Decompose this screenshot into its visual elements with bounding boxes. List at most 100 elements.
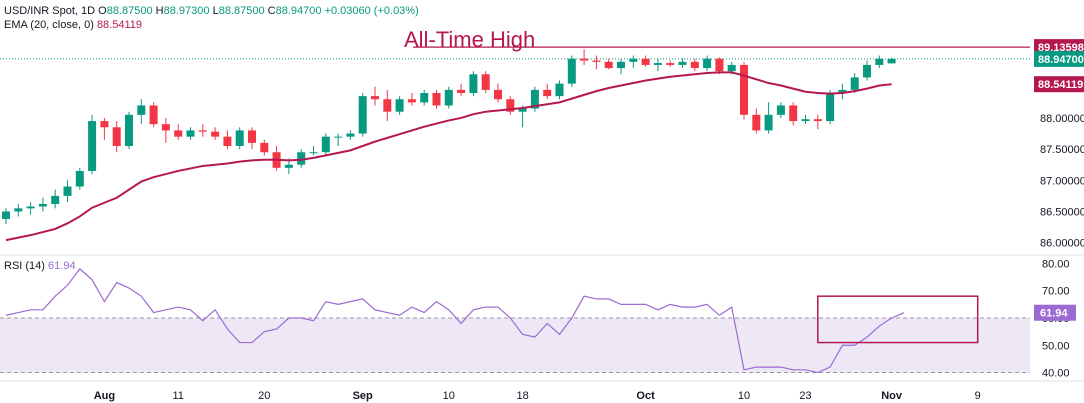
candle-body xyxy=(161,124,170,131)
rsi-axis-tick: 80.00 xyxy=(1042,258,1070,270)
rsi-line xyxy=(5,268,905,374)
candle-body xyxy=(358,96,367,134)
candle-body xyxy=(875,58,884,65)
rsi-legend: RSI (14) 61.94 xyxy=(4,259,76,273)
candle-body xyxy=(395,99,404,112)
candle-body xyxy=(518,108,527,112)
candle-body xyxy=(198,130,207,132)
candle-body xyxy=(309,152,318,154)
rsi-value-tag xyxy=(1034,304,1076,321)
candle-body xyxy=(813,119,822,122)
candle-body xyxy=(407,99,416,103)
open-value: 88.87500 xyxy=(106,5,153,17)
low-value: 88.87500 xyxy=(218,5,265,17)
candle-body xyxy=(174,130,183,137)
candle-body xyxy=(469,74,478,93)
candle-body xyxy=(211,131,220,137)
candle-body xyxy=(100,121,109,128)
candle-body xyxy=(457,89,466,93)
time-axis-tick: 18 xyxy=(516,390,528,402)
candle-body xyxy=(776,105,785,115)
candle-body xyxy=(653,63,662,65)
candle-body xyxy=(506,99,515,112)
candle-body xyxy=(604,61,613,69)
candle-body xyxy=(444,89,453,106)
candle-body xyxy=(678,61,687,65)
rsi-axis-tick: 50.00 xyxy=(1042,340,1070,352)
candle-body xyxy=(51,195,60,204)
candle-body xyxy=(334,136,343,138)
time-axis-tick: Nov xyxy=(881,390,903,402)
open-label: O xyxy=(98,5,107,17)
candle-body xyxy=(887,58,896,64)
candle-body xyxy=(321,136,330,153)
low-label: L xyxy=(212,5,219,17)
symbol-name: USD/INR Spot, 1D xyxy=(4,5,96,17)
all-time-high-annotation: All-Time High xyxy=(404,27,536,52)
time-axis-tick: Oct xyxy=(636,390,655,402)
time-axis-tick: 23 xyxy=(799,390,811,402)
ema-legend-value: 88.54119 xyxy=(96,19,143,31)
candle-body xyxy=(580,58,589,61)
candle-body xyxy=(38,203,47,207)
ema-legend: EMA (20, close, 0) 88.54119 xyxy=(4,18,142,32)
candle-body xyxy=(420,93,429,103)
price-axis-tick: 87.00000 xyxy=(1040,175,1084,187)
candle-body xyxy=(543,89,552,97)
time-axis-tick: 10 xyxy=(443,390,455,402)
candle-body xyxy=(88,121,97,171)
candle-body xyxy=(567,58,576,84)
candle-body xyxy=(125,114,133,146)
candle-body xyxy=(432,93,441,106)
price-axis-tick: 88.00000 xyxy=(1040,113,1084,125)
candle-body xyxy=(801,119,810,122)
time-axis-tick: Aug xyxy=(94,390,115,402)
ema-line xyxy=(5,71,892,242)
candle-body xyxy=(14,208,23,212)
candle-body xyxy=(789,105,798,122)
price-axis-tick: 86.00000 xyxy=(1040,238,1084,250)
candle-body xyxy=(112,127,121,146)
candle-body xyxy=(297,152,306,165)
candle-body xyxy=(260,142,269,153)
ema-legend-label: EMA (20, close, 0) xyxy=(4,19,94,31)
last-close-price-label: 88.94700 xyxy=(1038,54,1084,66)
candle-body xyxy=(850,77,859,90)
candle-body xyxy=(703,58,712,69)
candle-body xyxy=(666,63,675,65)
ema-price-tag xyxy=(1034,76,1084,93)
high-label: H xyxy=(155,5,164,17)
candle-body xyxy=(481,74,490,90)
candle-body xyxy=(629,58,638,62)
rsi-legend-value: 61.94 xyxy=(48,260,76,272)
price-axis-tick: 87.50000 xyxy=(1040,144,1084,156)
candle-body xyxy=(752,114,761,131)
ema-price-label: 88.54119 xyxy=(1038,79,1083,91)
time-axis-tick: 11 xyxy=(172,390,183,402)
price-axis-tick: 86.50000 xyxy=(1040,206,1084,218)
candle-body xyxy=(838,89,847,93)
candle-body xyxy=(715,58,724,72)
candle-body xyxy=(284,164,293,168)
rsi-axis-tick: 70.00 xyxy=(1042,286,1070,298)
candle-body xyxy=(555,83,564,97)
candle-body xyxy=(764,114,773,131)
high-value: 88.97300 xyxy=(163,5,210,17)
candle-body xyxy=(26,206,35,209)
candle-body xyxy=(248,130,256,143)
candle-body xyxy=(592,60,601,62)
candle-body xyxy=(494,89,502,100)
candle-body xyxy=(740,64,748,115)
time-axis-tick: Sep xyxy=(353,390,373,402)
candle-body xyxy=(137,105,146,115)
time-axis-tick: 9 xyxy=(975,390,981,402)
candle-body xyxy=(63,186,72,196)
candle-body xyxy=(617,61,625,69)
candle-body xyxy=(346,133,355,137)
candle-body xyxy=(383,99,392,112)
rsi-axis-tick: 40.00 xyxy=(1042,368,1070,380)
candle-body xyxy=(235,130,244,146)
candle-body xyxy=(149,105,158,125)
candle-body xyxy=(863,64,871,78)
